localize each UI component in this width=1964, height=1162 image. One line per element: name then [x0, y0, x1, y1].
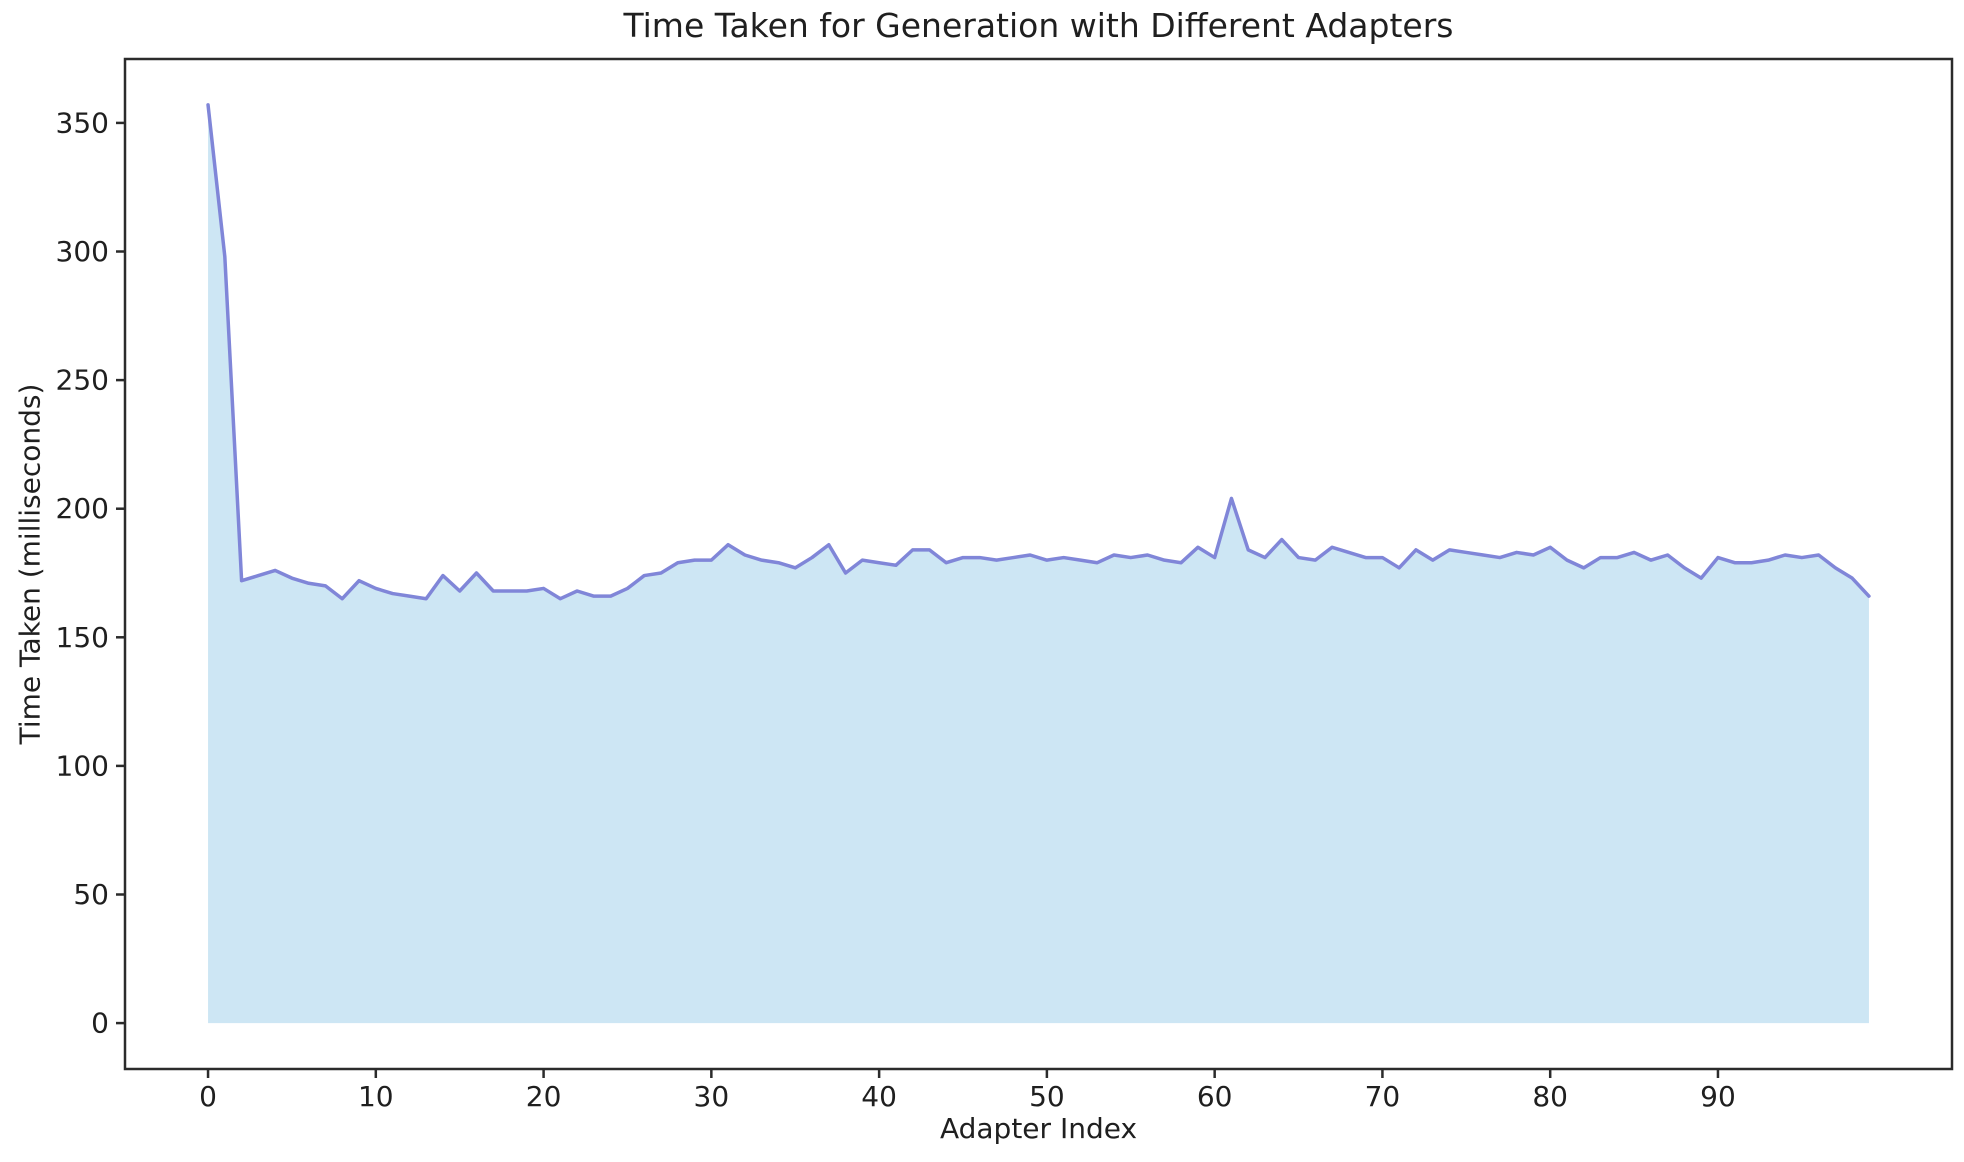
y-tick-label: 250 — [56, 364, 109, 397]
x-tick-label: 0 — [199, 1080, 217, 1113]
y-tick-label: 200 — [56, 492, 109, 525]
x-tick-label: 90 — [1700, 1080, 1736, 1113]
x-axis-label: Adapter Index — [939, 1112, 1138, 1145]
y-tick-label: 0 — [91, 1007, 109, 1040]
chart-title: Time Taken for Generation with Different… — [623, 6, 1454, 45]
y-tick-label: 350 — [56, 106, 109, 139]
y-tick-label: 50 — [73, 878, 109, 911]
x-tick-label: 70 — [1365, 1080, 1401, 1113]
y-tick-label: 300 — [56, 235, 109, 268]
x-tick-label: 40 — [861, 1080, 897, 1113]
axes-spines — [123, 57, 1954, 1071]
x-tick-label: 60 — [1197, 1080, 1233, 1113]
series-area-fill — [208, 104, 1869, 1024]
x-tick-label: 80 — [1532, 1080, 1568, 1113]
x-tick-label: 10 — [358, 1080, 394, 1113]
y-tick-label: 150 — [56, 621, 109, 654]
y-axis-label: Time Taken (milliseconds) — [13, 383, 47, 745]
series-line — [206, 103, 1871, 601]
x-tick-label: 50 — [1029, 1080, 1065, 1113]
y-tick-label: 100 — [56, 749, 109, 782]
x-tick-label: 20 — [526, 1080, 562, 1113]
x-tick-label: 30 — [694, 1080, 730, 1113]
